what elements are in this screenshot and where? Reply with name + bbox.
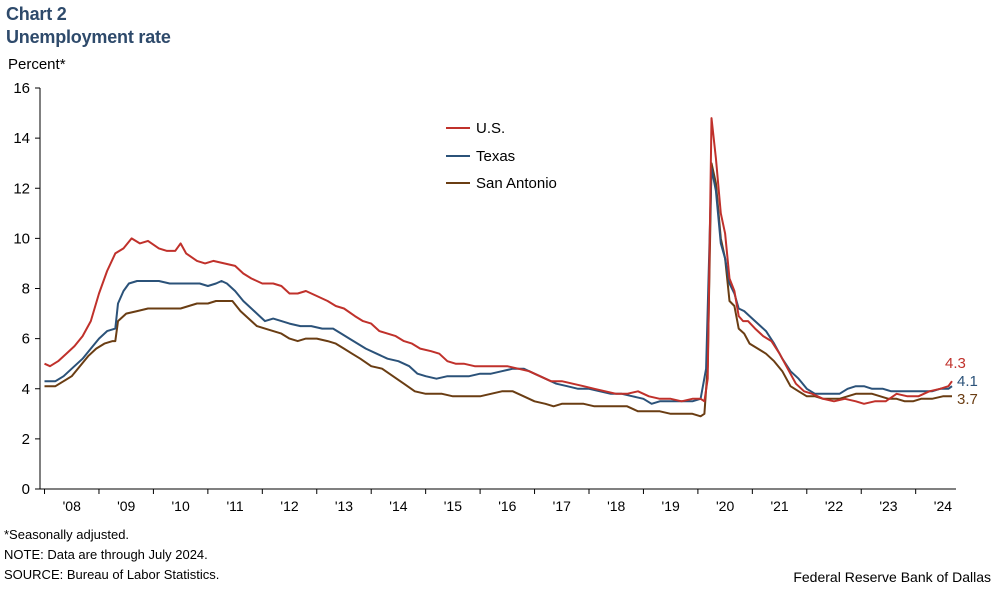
- y-tick-label: 12: [13, 180, 30, 197]
- x-tick-label: '22: [825, 498, 843, 514]
- y-tick-label: 6: [22, 331, 30, 348]
- chart-axes: 0 2 4 6 8 10 12 14 16 '08 '09 '10 '11 '12 '13 '14 '15 '16…: [13, 80, 956, 514]
- chart-number: Chart 2: [6, 4, 67, 24]
- chart-legend: U.S. Texas San Antonio: [446, 120, 557, 192]
- x-tick-label: '19: [662, 498, 680, 514]
- y-tick-label: 4: [22, 381, 30, 398]
- y-tick-label: 10: [13, 230, 30, 247]
- y-tick-label: 14: [13, 130, 30, 147]
- end-value-label: 4.3: [945, 355, 966, 372]
- x-tick-label: '14: [389, 498, 407, 514]
- y-tick-label: 16: [13, 80, 30, 97]
- x-tick-label: '23: [879, 498, 897, 514]
- x-tick-label: '24: [934, 498, 952, 514]
- y-tick-label: 0: [22, 481, 30, 498]
- x-tick-label: '11: [226, 498, 243, 514]
- chart-end-labels: 4.34.13.7: [945, 355, 978, 408]
- x-tick-label: '18: [607, 498, 625, 514]
- x-tick-label: '17: [553, 498, 571, 514]
- chart-series-group: [44, 117, 953, 418]
- chart-title: Unemployment rate: [6, 27, 171, 47]
- y-tick-label: 8: [22, 281, 30, 298]
- y-axis-unit-label: Percent*: [8, 56, 66, 73]
- series-line-u-s: [44, 117, 953, 405]
- x-tick-label: '10: [172, 498, 190, 514]
- x-tick-label: '09: [117, 498, 135, 514]
- end-value-label: 3.7: [957, 391, 978, 408]
- legend-label: Texas: [476, 148, 515, 165]
- credit-federal-reserve: Federal Reserve Bank of Dallas: [793, 569, 991, 585]
- series-line-san-antonio: [44, 162, 952, 418]
- x-tick-label: '21: [770, 498, 788, 514]
- x-tick-label: '13: [335, 498, 353, 514]
- x-tick-label: '15: [444, 498, 462, 514]
- x-tick-label: '20: [716, 498, 734, 514]
- series-line-texas: [44, 167, 953, 405]
- y-tick-label: 2: [22, 431, 30, 448]
- footnote-seasonal: *Seasonally adjusted.: [4, 527, 130, 542]
- x-tick-label: '16: [498, 498, 516, 514]
- x-tick-label: '12: [280, 498, 298, 514]
- end-value-label: 4.1: [957, 373, 978, 390]
- footnote-note: NOTE: Data are through July 2024.: [4, 547, 208, 562]
- legend-label: San Antonio: [476, 175, 557, 192]
- x-tick-label: '08: [63, 498, 81, 514]
- footnote-source: SOURCE: Bureau of Labor Statistics.: [4, 567, 220, 582]
- legend-label: U.S.: [476, 120, 505, 137]
